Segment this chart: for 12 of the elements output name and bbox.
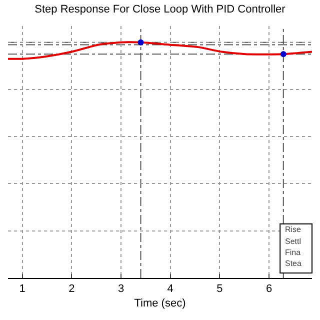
- x-axis-title: Time (sec): [134, 297, 186, 310]
- chart-title: Step Response For Close Loop With PID Controller: [34, 4, 286, 16]
- x-tick-label: 4: [167, 283, 174, 296]
- x-tick-label: 2: [68, 283, 75, 296]
- x-tick-label: 3: [118, 283, 124, 296]
- annotation: Fina: [285, 248, 302, 257]
- annotation: Rise: [285, 225, 302, 234]
- x-tick-label: 5: [216, 283, 223, 296]
- annotation: Stea: [285, 259, 302, 268]
- x-tick-label: 1: [19, 283, 26, 296]
- x-tick-label: 6: [266, 283, 272, 296]
- annotation: Settl: [285, 237, 302, 246]
